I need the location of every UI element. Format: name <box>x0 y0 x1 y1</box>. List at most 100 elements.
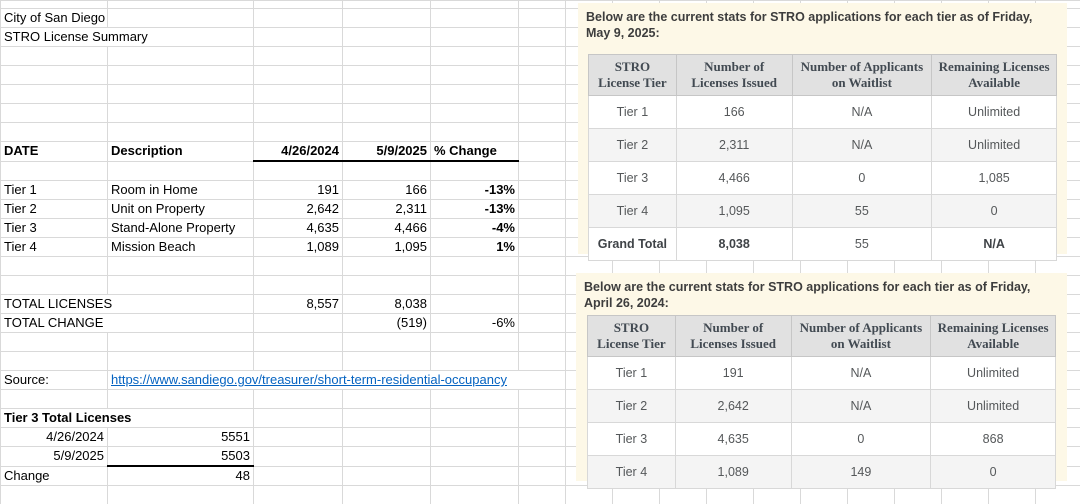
sheet-cell-empty[interactable] <box>0 275 108 295</box>
sheet-cell-empty[interactable] <box>253 351 343 371</box>
sheet-cell[interactable]: 2,311 <box>342 199 431 219</box>
sheet-cell[interactable]: 191 <box>253 180 343 200</box>
sheet-cell-empty[interactable] <box>430 465 519 486</box>
sheet-cell-empty[interactable] <box>107 256 254 276</box>
sheet-cell[interactable]: 1,095 <box>342 237 431 257</box>
sheet-cell-empty[interactable] <box>430 485 519 504</box>
sheet-cell[interactable]: -6% <box>430 313 519 333</box>
sheet-cell-empty[interactable] <box>430 122 519 142</box>
sheet-cell-empty[interactable] <box>0 485 108 504</box>
sheet-cell-empty[interactable] <box>342 465 431 486</box>
cell-header-description[interactable]: Description <box>107 141 254 162</box>
sheet-cell[interactable]: 5503 <box>107 446 254 467</box>
sheet-cell-empty[interactable] <box>253 122 343 142</box>
cell-workbook-subtitle[interactable]: STRO License Summary <box>0 27 254 47</box>
sheet-cell[interactable]: 5551 <box>107 427 254 447</box>
sheet-cell-empty[interactable] <box>0 84 108 104</box>
sheet-cell-empty[interactable] <box>342 275 431 295</box>
sheet-cell-empty[interactable] <box>342 351 431 371</box>
sheet-cell-empty[interactable] <box>518 122 566 142</box>
sheet-cell-empty[interactable] <box>518 46 566 66</box>
sheet-cell-empty[interactable] <box>518 427 566 447</box>
sheet-cell-empty[interactable] <box>0 122 108 142</box>
cell-total-licenses-label[interactable]: TOTAL LICENSES <box>0 294 254 314</box>
sheet-cell[interactable]: 1% <box>430 237 519 257</box>
sheet-cell-empty[interactable] <box>430 103 519 123</box>
sheet-cell-empty[interactable] <box>0 389 108 409</box>
sheet-cell[interactable]: 4,466 <box>342 218 431 238</box>
sheet-cell-empty[interactable] <box>342 256 431 276</box>
sheet-cell-empty[interactable] <box>430 256 519 276</box>
sheet-cell-empty[interactable] <box>0 46 108 66</box>
sheet-cell-empty[interactable] <box>107 332 254 352</box>
sheet-cell-empty[interactable] <box>0 256 108 276</box>
sheet-cell-empty[interactable] <box>518 0 566 9</box>
sheet-cell-empty[interactable] <box>430 0 519 9</box>
sheet-cell-empty[interactable] <box>430 160 519 181</box>
sheet-cell-empty[interactable] <box>342 8 431 28</box>
cell-workbook-title[interactable]: City of San Diego <box>0 8 108 28</box>
sheet-cell-empty[interactable] <box>0 65 108 85</box>
sheet-cell[interactable]: 8,038 <box>342 294 431 314</box>
sheet-cell-empty[interactable] <box>0 332 108 352</box>
sheet-cell-empty[interactable] <box>342 332 431 352</box>
sheet-cell-empty[interactable] <box>253 313 343 333</box>
sheet-cell-empty[interactable] <box>107 351 254 371</box>
source-hyperlink[interactable]: https://www.sandiego.gov/treasurer/short… <box>111 372 507 387</box>
sheet-cell-empty[interactable] <box>342 408 431 428</box>
cell-tier3-section-title[interactable]: Tier 3 Total Licenses <box>0 408 254 428</box>
sheet-cell-empty[interactable] <box>518 256 566 276</box>
sheet-cell-empty[interactable] <box>107 275 254 295</box>
sheet-cell-empty[interactable] <box>518 485 566 504</box>
sheet-cell[interactable]: -13% <box>430 199 519 219</box>
sheet-cell-empty[interactable] <box>253 275 343 295</box>
sheet-cell-empty[interactable] <box>253 65 343 85</box>
sheet-cell-empty[interactable] <box>518 84 566 104</box>
sheet-cell-empty[interactable] <box>430 408 519 428</box>
sheet-cell-empty[interactable] <box>0 0 108 9</box>
sheet-cell-empty[interactable] <box>518 103 566 123</box>
sheet-cell-empty[interactable] <box>253 256 343 276</box>
sheet-cell-empty[interactable] <box>253 332 343 352</box>
sheet-cell-empty[interactable] <box>518 141 566 162</box>
sheet-cell-empty[interactable] <box>430 275 519 295</box>
sheet-cell[interactable]: Stand-Alone Property <box>107 218 254 238</box>
sheet-cell-empty[interactable] <box>518 389 566 409</box>
sheet-cell-empty[interactable] <box>107 160 254 181</box>
sheet-cell-empty[interactable] <box>0 103 108 123</box>
sheet-cell[interactable]: Tier 3 <box>0 218 108 238</box>
sheet-cell-empty[interactable] <box>107 122 254 142</box>
sheet-cell-empty[interactable] <box>430 46 519 66</box>
sheet-cell[interactable]: 1,089 <box>253 237 343 257</box>
sheet-cell-empty[interactable] <box>253 485 343 504</box>
sheet-cell-empty[interactable] <box>518 218 566 238</box>
sheet-cell-empty[interactable] <box>430 389 519 409</box>
sheet-cell-empty[interactable] <box>430 65 519 85</box>
sheet-cell-empty[interactable] <box>518 446 566 467</box>
sheet-cell-empty[interactable] <box>342 485 431 504</box>
sheet-cell[interactable]: 4/26/2024 <box>0 427 108 447</box>
sheet-cell-empty[interactable] <box>430 84 519 104</box>
sheet-cell-empty[interactable] <box>342 46 431 66</box>
sheet-cell-empty[interactable] <box>253 103 343 123</box>
sheet-cell-empty[interactable] <box>518 313 566 333</box>
sheet-cell-empty[interactable] <box>342 160 431 181</box>
sheet-cell[interactable]: Tier 2 <box>0 199 108 219</box>
sheet-cell-empty[interactable] <box>107 8 254 28</box>
sheet-cell-empty[interactable] <box>107 485 254 504</box>
sheet-cell[interactable]: Room in Home <box>107 180 254 200</box>
sheet-cell-empty[interactable] <box>518 332 566 352</box>
sheet-cell-empty[interactable] <box>518 465 566 486</box>
sheet-cell-empty[interactable] <box>107 65 254 85</box>
sheet-cell-empty[interactable] <box>430 27 519 47</box>
sheet-cell-empty[interactable] <box>342 65 431 85</box>
sheet-cell-empty[interactable] <box>430 8 519 28</box>
sheet-cell-empty[interactable] <box>430 446 519 467</box>
sheet-cell-empty[interactable] <box>518 351 566 371</box>
sheet-cell-empty[interactable] <box>107 84 254 104</box>
sheet-cell-empty[interactable] <box>253 465 343 486</box>
sheet-cell[interactable]: Unit on Property <box>107 199 254 219</box>
sheet-cell-empty[interactable] <box>342 103 431 123</box>
sheet-cell[interactable]: (519) <box>342 313 431 333</box>
sheet-cell-empty[interactable] <box>518 408 566 428</box>
